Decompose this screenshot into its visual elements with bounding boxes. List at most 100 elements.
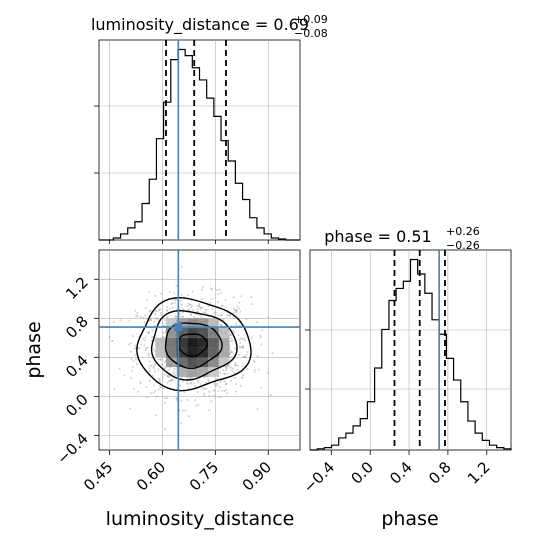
scatter-point — [162, 387, 165, 390]
scatter-point — [184, 409, 187, 412]
scatter-point — [148, 360, 151, 363]
scatter-point — [146, 331, 149, 334]
scatter-point — [221, 313, 224, 316]
scatter-point — [164, 401, 166, 404]
hist-luminosity-distance-step — [99, 48, 300, 241]
scatter-point — [130, 357, 133, 360]
scatter-point — [233, 307, 236, 310]
scatter-point — [225, 382, 228, 385]
scatter-point — [135, 358, 138, 361]
scatter-point — [223, 390, 226, 392]
scatter-point — [250, 303, 253, 306]
scatter-point — [159, 358, 162, 361]
scatter-point — [220, 292, 222, 295]
scatter-point — [154, 370, 156, 373]
density-cell — [197, 357, 209, 368]
scatter-point — [173, 292, 176, 295]
scatter-point — [238, 307, 241, 310]
scatter-point — [166, 306, 169, 309]
scatter-point — [149, 319, 152, 322]
scatter-point — [239, 346, 242, 349]
title-phase-minus: −0.26 — [446, 239, 480, 252]
scatter-point — [145, 386, 148, 388]
scatter-xtick-label-1: 0.60 — [133, 458, 169, 494]
scatter-point — [163, 319, 166, 321]
scatter-point — [157, 368, 160, 371]
scatter-point — [200, 315, 203, 318]
scatter-point — [234, 309, 237, 312]
density-cell — [208, 347, 219, 358]
scatter-point — [234, 364, 237, 367]
scatter-point — [220, 314, 223, 317]
scatter-point — [233, 311, 236, 314]
scatter-point — [220, 304, 223, 307]
scatter-point — [198, 304, 201, 307]
hist-phase-step — [310, 258, 512, 451]
scatter-point — [217, 390, 220, 393]
scatter-point — [202, 311, 205, 314]
scatter-point — [217, 301, 219, 303]
scatter-point — [213, 311, 216, 314]
density-cell — [208, 337, 219, 348]
scatter-point — [164, 397, 167, 400]
scatter-point — [159, 308, 162, 311]
scatter-point — [242, 374, 245, 377]
scatter-point — [134, 309, 137, 312]
scatter-point — [166, 309, 169, 312]
scatter-point — [207, 380, 210, 382]
scatter-point — [226, 372, 229, 375]
scatter-point — [174, 299, 176, 301]
scatter-point — [213, 394, 216, 397]
density-cell — [187, 337, 198, 348]
truth-layer — [99, 40, 440, 450]
density-cell — [155, 337, 166, 348]
scatter-point — [189, 306, 192, 309]
scatter-point — [228, 315, 231, 318]
scatter-point — [213, 389, 216, 392]
scatter-point — [256, 321, 258, 324]
scatter-point — [216, 289, 218, 292]
scatter-point — [196, 391, 199, 394]
scatter-point — [132, 360, 135, 363]
scatter-point — [160, 358, 162, 361]
scatter-point — [234, 347, 237, 350]
scatter-xtick-label-3: 0.90 — [239, 458, 275, 494]
scatter-point — [180, 265, 183, 268]
scatter-point — [221, 304, 224, 307]
scatter-point — [153, 384, 156, 387]
scatter-point — [179, 384, 182, 387]
scatter-point — [205, 309, 208, 311]
scatter-point — [222, 318, 225, 321]
scatter-point — [193, 385, 196, 387]
scatter-point — [182, 308, 185, 311]
scatter-point — [164, 367, 167, 370]
scatter-point — [149, 392, 152, 395]
scatter-point — [196, 308, 199, 311]
scatter-point — [183, 391, 186, 393]
scatter-point — [180, 303, 183, 306]
scatter-point — [153, 367, 156, 370]
scatter-point — [192, 382, 195, 385]
scatter-point — [151, 374, 154, 377]
scatter-point — [188, 303, 191, 306]
tick-layer: 0.45 0.60 0.75 0.90 −0.4 0.0 0.4 0.8 1.2 −0.4 0.0 0… — [53, 105, 494, 497]
scatter-point — [149, 309, 152, 312]
scatter-point — [224, 383, 227, 386]
scatter-point — [111, 339, 113, 342]
scatter-point — [212, 389, 215, 392]
scatter-point — [146, 396, 149, 399]
scatter-point — [195, 404, 198, 407]
scatter-point — [196, 305, 199, 307]
scatter-point — [223, 372, 225, 375]
scatter-point — [219, 381, 222, 384]
scatter-point — [226, 392, 229, 395]
scatter-point — [173, 301, 176, 304]
scatter-point — [140, 343, 142, 346]
scatter-point — [235, 309, 238, 312]
scatter-point — [162, 331, 165, 334]
xlabel-phase: phase — [381, 508, 438, 530]
scatter-point — [270, 394, 272, 397]
scatter-point — [260, 386, 263, 389]
scatter-point — [225, 383, 228, 385]
scatter-point — [225, 366, 228, 369]
